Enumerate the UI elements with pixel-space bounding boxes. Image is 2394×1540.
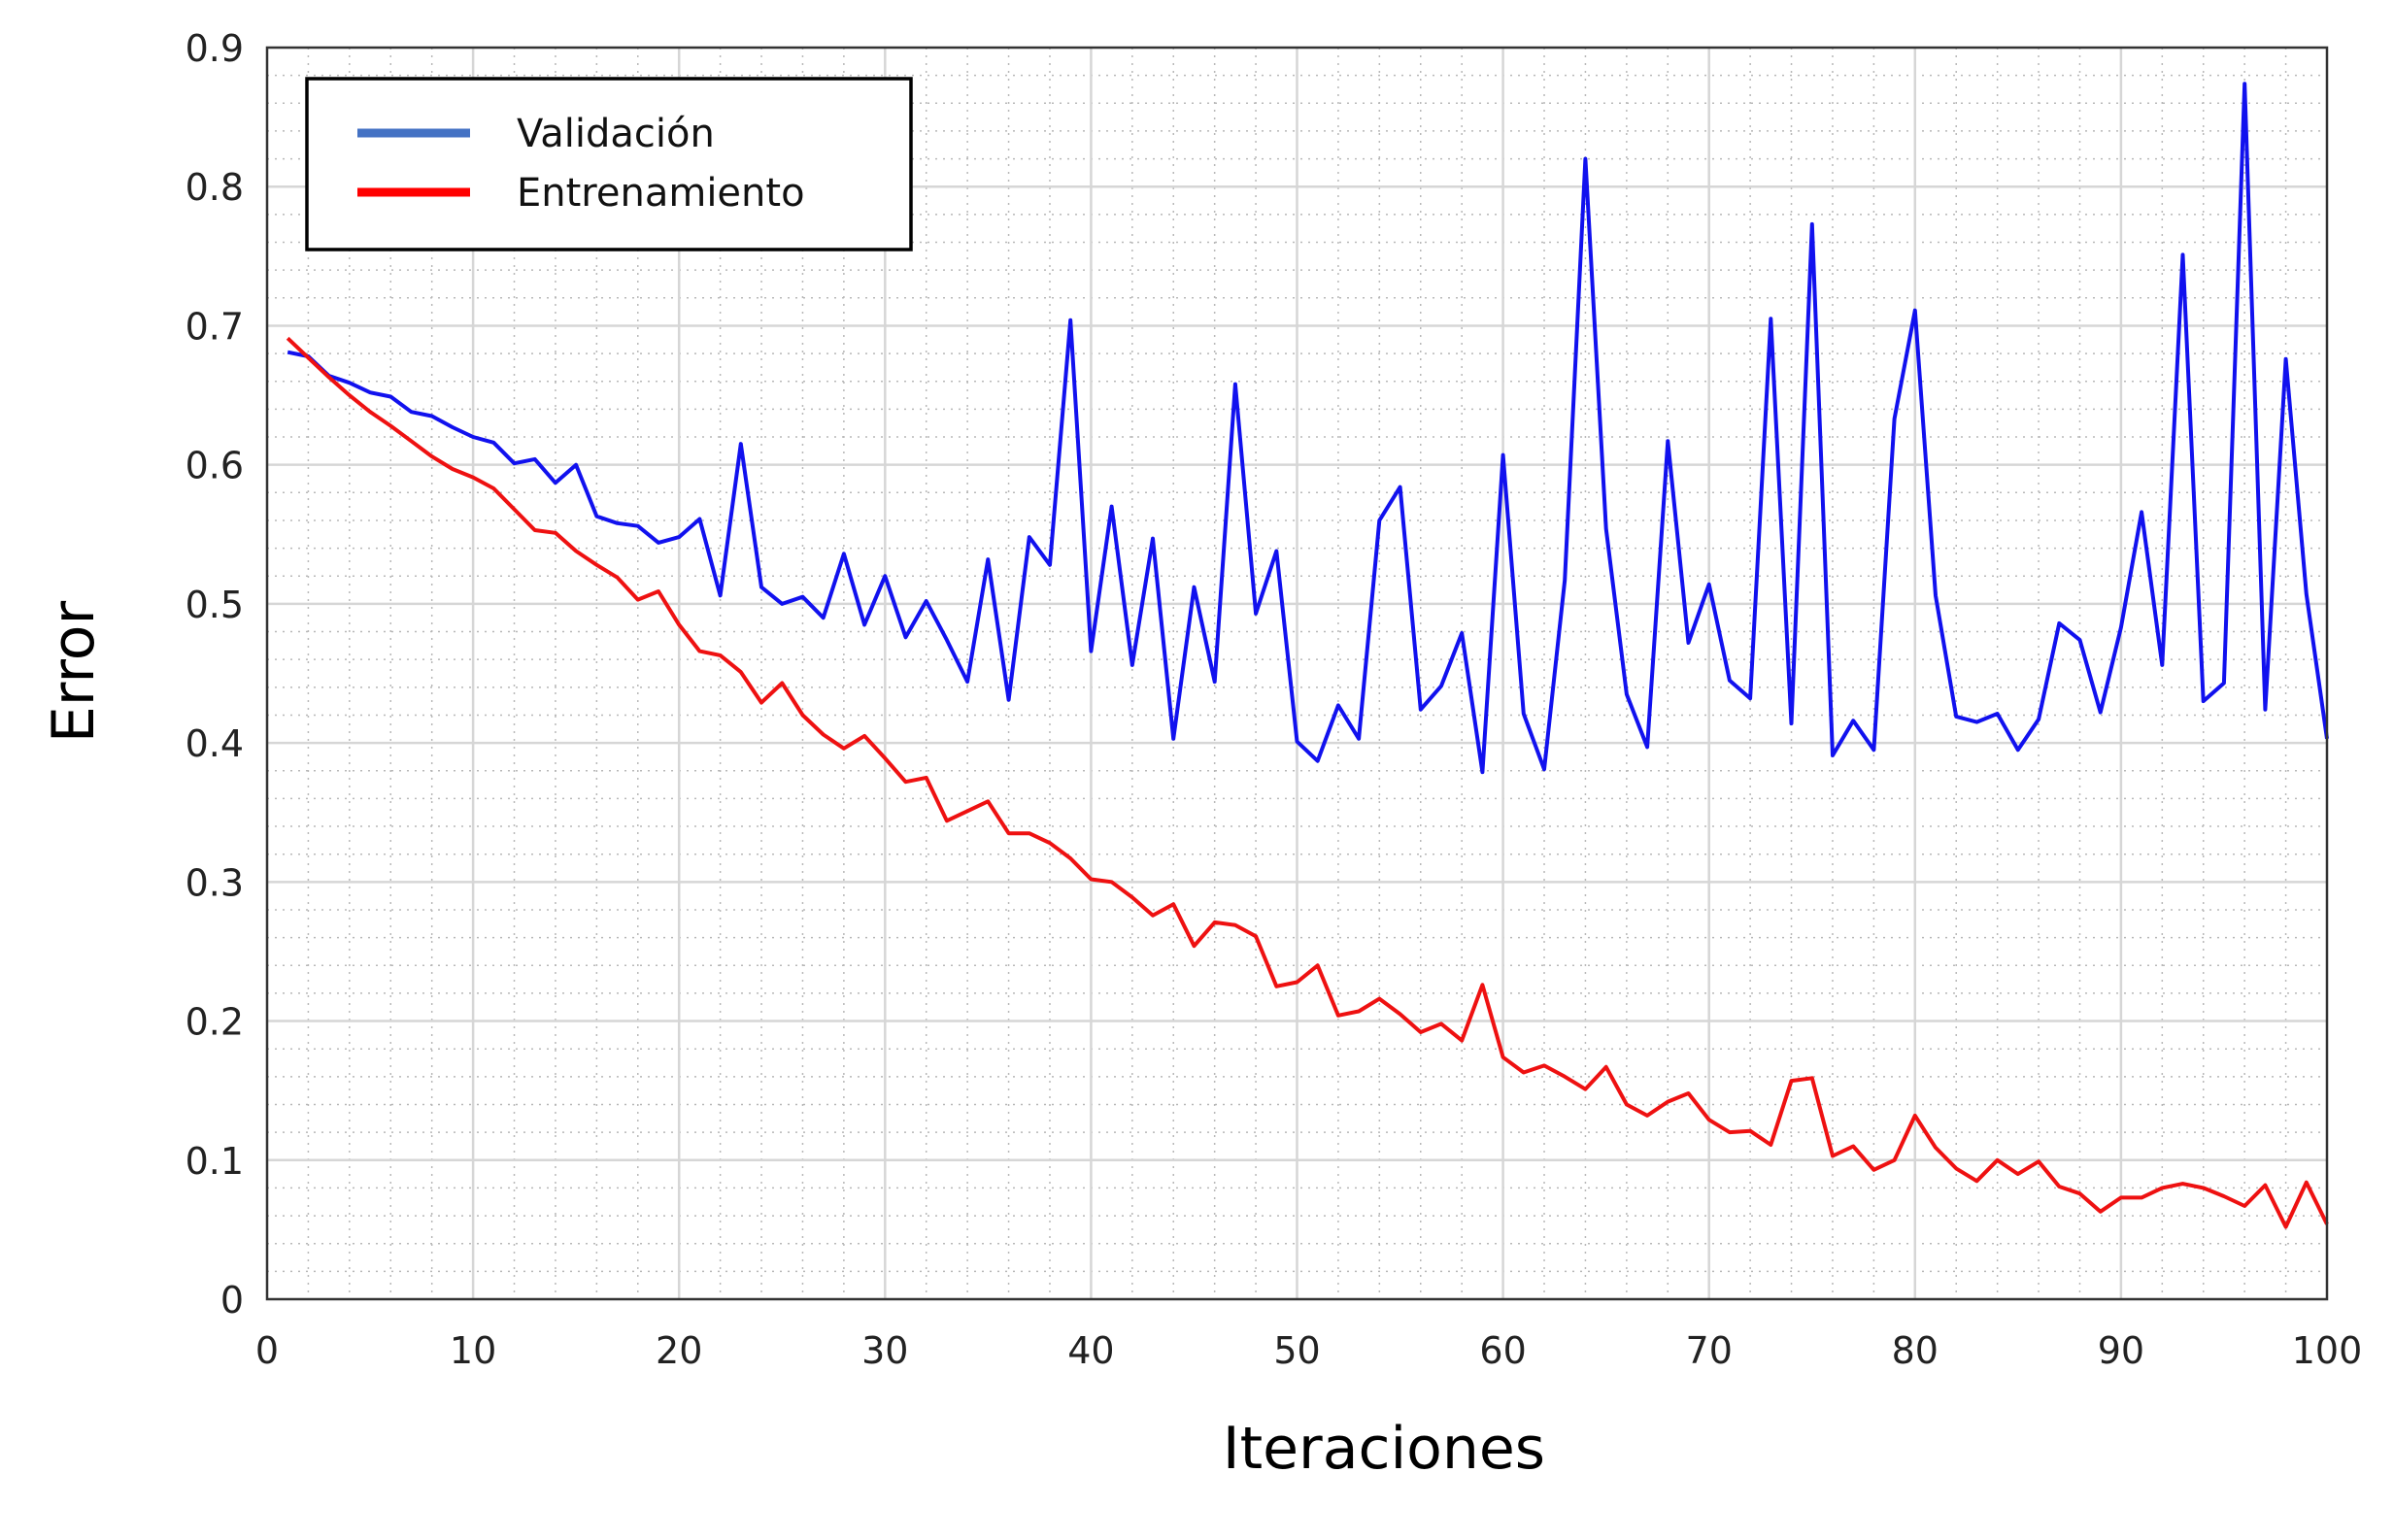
- x-tick-label: 20: [656, 1329, 702, 1372]
- major-grid: [267, 48, 2327, 1299]
- x-tick-label: 100: [2292, 1329, 2363, 1372]
- series-line-entrenamiento: [286, 336, 2329, 1229]
- legend-label-entrenamiento: Entrenamiento: [517, 171, 805, 216]
- series-layer: [286, 82, 2329, 1229]
- y-axis-label: Error: [40, 601, 108, 744]
- y-tick-label: 0.5: [185, 584, 244, 626]
- y-tick-label: 0.1: [185, 1140, 244, 1183]
- y-tick-label: 0.8: [185, 166, 244, 209]
- x-axis-label: Iteraciones: [1223, 1415, 1545, 1483]
- y-tick-label: 0.2: [185, 1001, 244, 1044]
- y-tick-label: 0.7: [185, 305, 244, 348]
- x-tick-label: 40: [1067, 1329, 1114, 1372]
- y-tick-label: 0: [220, 1279, 244, 1322]
- y-tick-label: 0.9: [185, 27, 244, 70]
- x-tick-label: 10: [450, 1329, 496, 1372]
- x-tick-label: 50: [1273, 1329, 1320, 1372]
- x-tick-labels: 0 10 20 30 40 50 60 70 80 90 100: [255, 1329, 2362, 1372]
- x-tick-label: 60: [1479, 1329, 1526, 1372]
- y-tick-labels: 0 0.1 0.2 0.3 0.4 0.5 0.6 0.7 0.8 0.9: [185, 27, 244, 1322]
- x-tick-label: 70: [1686, 1329, 1733, 1372]
- y-tick-label: 0.6: [185, 445, 244, 487]
- y-tick-label: 0.3: [185, 861, 244, 904]
- series-line-validacion: [287, 82, 2329, 775]
- y-tick-label: 0.4: [185, 722, 244, 765]
- legend-label-validacion: Validación: [517, 112, 715, 156]
- plot-frame: [265, 46, 2329, 1301]
- legend-box: [305, 77, 913, 251]
- x-tick-label: 30: [861, 1329, 908, 1372]
- x-tick-label: 90: [2098, 1329, 2144, 1372]
- x-tick-label: 0: [255, 1329, 279, 1372]
- legend: Validación Entrenamiento: [305, 77, 913, 251]
- x-tick-label: 80: [1892, 1329, 1939, 1372]
